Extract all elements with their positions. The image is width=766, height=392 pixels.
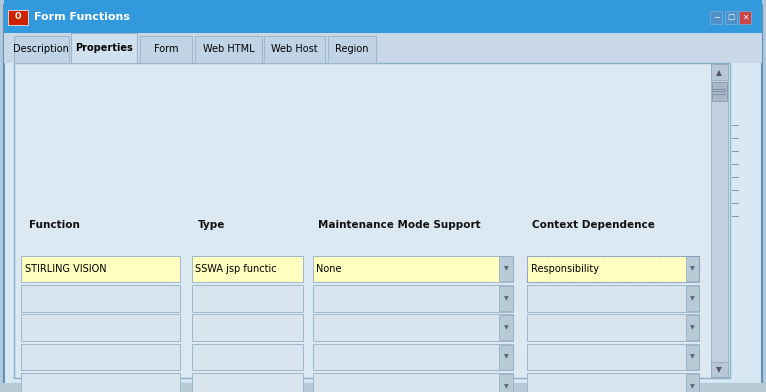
Text: ▼: ▼ <box>716 365 722 374</box>
Text: STIRLING VISION: STIRLING VISION <box>25 264 107 274</box>
Bar <box>14 63 730 378</box>
Text: ▼: ▼ <box>690 355 695 359</box>
Text: Properties: Properties <box>75 43 133 53</box>
Text: ▼: ▼ <box>504 325 509 330</box>
Text: ─: ─ <box>714 12 719 21</box>
Bar <box>527 373 699 392</box>
Text: Region: Region <box>336 44 368 54</box>
Text: ✕: ✕ <box>742 12 748 21</box>
Text: ▼: ▼ <box>690 384 695 389</box>
Bar <box>4 33 762 63</box>
Text: ▼: ▼ <box>504 296 509 301</box>
Bar <box>8 10 28 25</box>
Bar <box>686 286 699 311</box>
Bar <box>527 285 699 312</box>
Text: ▼: ▼ <box>504 355 509 359</box>
Text: ▼: ▼ <box>690 267 695 271</box>
Bar <box>527 314 699 341</box>
Text: ▼: ▼ <box>690 325 695 330</box>
Text: Web Host: Web Host <box>271 44 318 54</box>
Bar <box>725 11 737 24</box>
Bar <box>71 33 137 63</box>
Bar <box>192 314 303 341</box>
Bar <box>192 256 303 282</box>
Text: Function: Function <box>29 220 80 230</box>
Text: Form: Form <box>154 44 178 54</box>
Bar <box>140 36 192 63</box>
Bar <box>686 315 699 340</box>
Text: Description: Description <box>14 44 69 54</box>
Bar <box>21 314 180 341</box>
Bar <box>21 344 180 370</box>
Text: O: O <box>15 12 21 21</box>
Bar <box>264 36 325 63</box>
Bar <box>192 285 303 312</box>
Text: ▼: ▼ <box>504 267 509 271</box>
Text: None: None <box>316 264 342 274</box>
Bar <box>21 256 180 282</box>
Bar <box>527 256 699 282</box>
Bar <box>686 345 699 370</box>
Bar <box>711 64 728 377</box>
Text: □: □ <box>727 12 735 21</box>
Bar <box>499 315 513 340</box>
Text: ▼: ▼ <box>690 296 695 301</box>
Bar <box>192 373 303 392</box>
Bar <box>313 285 513 312</box>
Bar <box>686 256 699 281</box>
Bar <box>313 314 513 341</box>
Text: Form Functions: Form Functions <box>34 12 130 22</box>
Bar <box>14 36 69 63</box>
Text: Type: Type <box>198 220 225 230</box>
Bar <box>21 285 180 312</box>
Bar <box>192 344 303 370</box>
Bar <box>527 256 699 282</box>
Bar <box>499 345 513 370</box>
Bar <box>711 362 728 377</box>
Bar <box>195 36 262 63</box>
Bar <box>527 344 699 370</box>
Bar <box>686 374 699 392</box>
Bar <box>313 373 513 392</box>
Bar <box>710 11 722 24</box>
Bar <box>499 374 513 392</box>
Text: ▲: ▲ <box>716 68 722 76</box>
Bar <box>712 82 727 101</box>
Text: Maintenance Mode Support: Maintenance Mode Support <box>318 220 480 230</box>
Bar <box>313 344 513 370</box>
Bar <box>4 0 762 33</box>
Bar <box>21 373 180 392</box>
Bar <box>499 256 513 281</box>
Text: Context Dependence: Context Dependence <box>532 220 655 230</box>
Text: Responsibility: Responsibility <box>531 264 599 274</box>
Bar <box>499 286 513 311</box>
Bar <box>739 11 751 24</box>
Bar <box>328 36 376 63</box>
Text: Web HTML: Web HTML <box>203 44 254 54</box>
Bar <box>711 64 728 80</box>
Bar <box>313 256 513 282</box>
Bar <box>0 383 766 392</box>
Text: ▼: ▼ <box>504 384 509 389</box>
Text: SSWA jsp functic: SSWA jsp functic <box>195 264 277 274</box>
